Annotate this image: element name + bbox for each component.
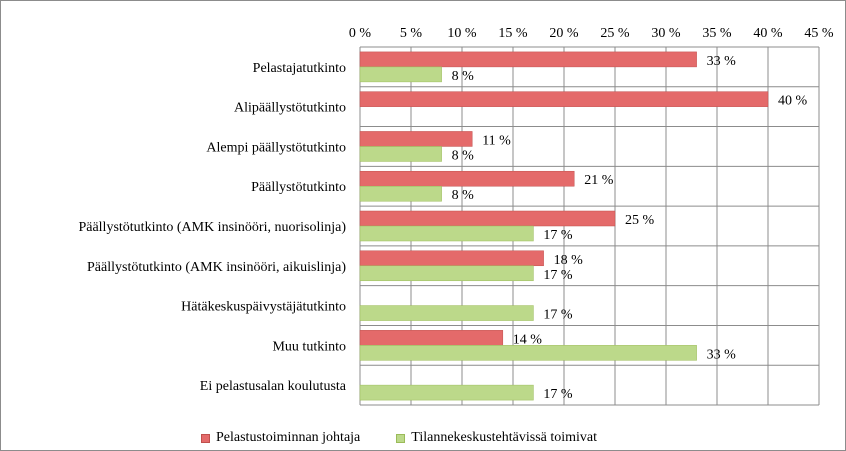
legend-swatch-series-1 <box>201 433 210 443</box>
bar-series-2 <box>359 185 442 202</box>
x-tick-label: 5 % <box>400 26 423 41</box>
bar-series-2 <box>359 225 534 242</box>
legend-item-series-1: Pelastustoiminnan johtaja <box>201 430 360 446</box>
bar-series-2 <box>359 384 534 401</box>
x-tick-label: 15 % <box>498 26 528 41</box>
bar-series-1 <box>359 330 504 346</box>
bar-series-1 <box>359 51 697 68</box>
category-label: Alempi päällystötutkinto <box>206 140 346 155</box>
legend-swatch-series-2 <box>396 433 406 443</box>
legend: Pelastustoiminnan johtaja Tilannekeskust… <box>201 429 633 447</box>
category-label: Alipäällystötutkinto <box>234 101 346 116</box>
data-label-series-2: 8 % <box>452 148 475 163</box>
legend-label-series-2: Tilannekeskustehtävissä toimivat <box>411 430 598 445</box>
bar-series-1 <box>359 250 544 267</box>
data-label-series-2: 8 % <box>452 188 475 203</box>
data-label-series-1: 21 % <box>584 173 614 188</box>
data-label-series-2: 17 % <box>543 308 573 323</box>
data-label-series-2: 17 % <box>543 268 573 283</box>
category-label: Päällystötutkinto (AMK insinööri, aikuis… <box>87 260 346 275</box>
category-label: Ei pelastusalan koulutusta <box>200 379 347 394</box>
category-label: Päällystötutkinto (AMK insinööri, nuoris… <box>78 220 346 235</box>
x-tick-label: 20 % <box>549 26 579 41</box>
bar-series-1 <box>359 91 769 107</box>
category-label: Päällystötutkinto <box>251 180 346 195</box>
data-label-series-2: 17 % <box>543 387 573 402</box>
x-tick-label: 30 % <box>651 26 681 41</box>
bar-series-2 <box>359 146 442 162</box>
data-label-series-1: 40 % <box>778 94 808 109</box>
labels-layer: 0 % 5 % 10 % 15 % 20 % 25 % 30 % 35 % 40 % 45 % Pe… <box>78 26 833 402</box>
bar-series-2 <box>359 345 697 361</box>
x-tick-label: 10 % <box>447 26 477 41</box>
bar-series-2 <box>359 265 534 282</box>
legend-item-series-2: Tilannekeskustehtävissä toimivat <box>396 430 597 446</box>
bar-series-1 <box>359 131 473 147</box>
data-label-series-2: 33 % <box>707 347 737 362</box>
x-tick-label: 40 % <box>753 26 783 41</box>
data-label-series-2: 17 % <box>543 228 573 243</box>
x-tick-label: 35 % <box>702 26 732 41</box>
bar-series-2 <box>359 305 534 321</box>
bar-series-1 <box>359 170 575 187</box>
category-label: Muu tutkinto <box>272 339 346 354</box>
data-label-series-2: 8 % <box>452 69 475 84</box>
data-label-series-1: 18 % <box>554 253 584 268</box>
data-label-series-1: 14 % <box>513 332 543 347</box>
x-tick-label: 25 % <box>600 26 630 41</box>
category-label: Pelastajatutkinto <box>253 61 346 76</box>
data-label-series-1: 33 % <box>707 54 737 69</box>
x-tick-label: 45 % <box>804 26 834 41</box>
bar-series-2 <box>359 66 442 83</box>
x-tick-label: 0 % <box>349 26 372 41</box>
data-label-series-1: 25 % <box>625 213 655 228</box>
bar-series-1 <box>359 210 616 227</box>
legend-label-series-1: Pelastustoiminnan johtaja <box>216 430 361 445</box>
data-label-series-1: 11 % <box>482 133 511 148</box>
bars-layer <box>359 51 769 401</box>
category-label: Hätäkeskuspäivystäjätutkinto <box>181 300 346 315</box>
